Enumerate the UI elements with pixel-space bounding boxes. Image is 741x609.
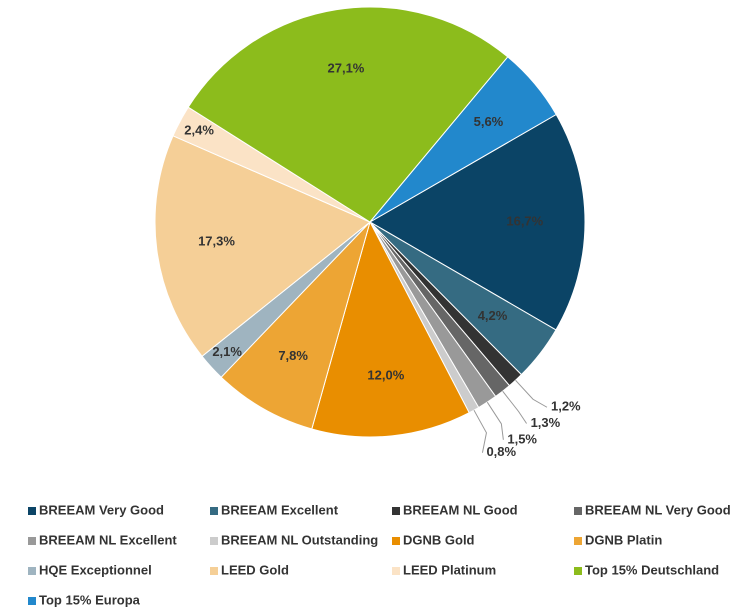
leader-line [502,390,527,424]
data-label: 7,8% [278,348,308,363]
pie-slice [154,135,371,357]
legend-label: BREEAM NL Very Good [585,502,731,517]
legend-swatch [28,507,36,515]
legend-label: BREEAM Excellent [221,502,339,517]
data-label: 0,8% [486,444,516,459]
legend-label: BREEAM NL Good [403,502,518,517]
legend-label: Top 15% Europa [39,592,141,607]
legend-label: BREEAM Very Good [39,502,164,517]
leader-line [486,401,504,440]
legend-label: BREEAM NL Outstanding [221,532,378,547]
data-label: 12,0% [367,367,404,382]
pie-slice [187,6,509,223]
pie-slice [220,221,371,430]
data-label: 4,2% [478,308,508,323]
legend-swatch [392,537,400,545]
legend-label: DGNB Gold [403,532,475,547]
legend-swatch [28,567,36,575]
leader-line [473,409,487,453]
data-label: 27,1% [328,61,365,76]
data-label: 2,4% [184,123,214,138]
pie-slice [311,220,470,438]
leader-line [515,379,548,408]
legend-label: LEED Gold [221,562,289,577]
legend-swatch [210,507,218,515]
data-label: 17,3% [198,234,235,249]
legend-swatch [210,567,218,575]
legend-label: DGNB Platin [585,532,662,547]
legend-label: Top 15% Deutschland [585,562,719,577]
legend-label: BREEAM NL Excellent [39,532,177,547]
pie-slice [369,113,586,331]
data-label: 1,5% [507,431,537,446]
legend-swatch [28,597,36,605]
data-label: 2,1% [212,344,242,359]
legend-label: HQE Exceptionnel [39,562,152,577]
data-label: 1,3% [531,415,561,430]
legend-swatch [392,507,400,515]
legend-swatch [392,567,400,575]
legend-swatch [210,537,218,545]
legend-label: LEED Platinum [403,562,496,577]
legend-swatch [574,567,582,575]
legend-swatch [574,537,582,545]
legend-swatch [574,507,582,515]
data-label: 1,2% [551,399,581,414]
data-label: 16,7% [506,214,543,229]
pie-slice [369,56,557,223]
legend-swatch [28,537,36,545]
data-label: 5,6% [474,114,504,129]
